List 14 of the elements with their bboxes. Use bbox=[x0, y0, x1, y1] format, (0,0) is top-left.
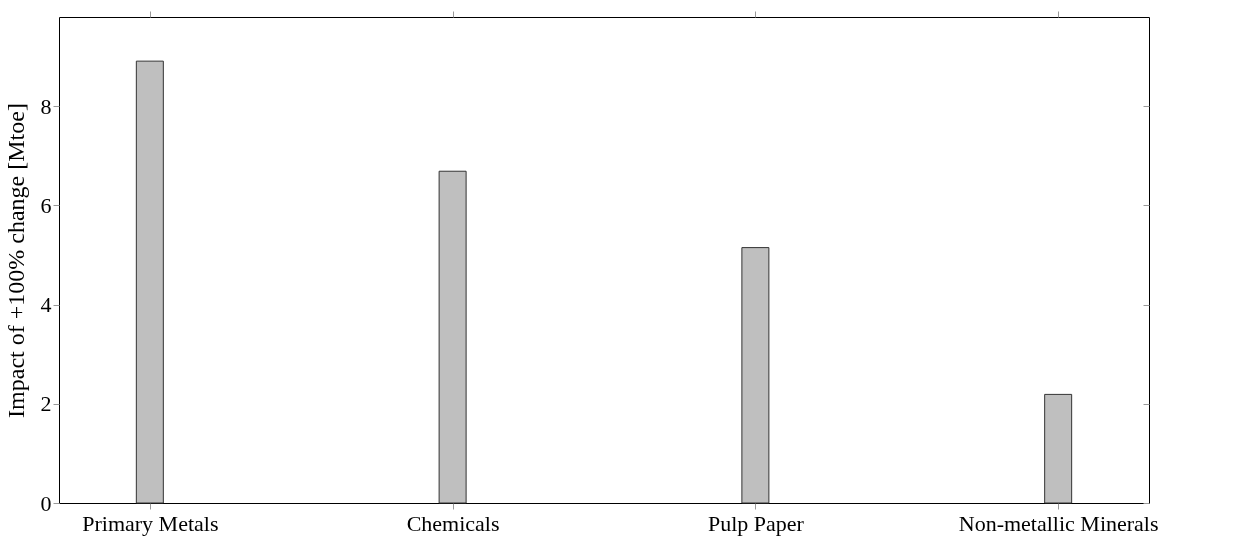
y-tick-label: 6 bbox=[40, 192, 52, 218]
x-tick-label: Primary Metals bbox=[82, 510, 219, 536]
x-tick-label: Chemicals bbox=[406, 510, 500, 536]
y-axis-title: Impact of +100% change [Mtoe] bbox=[2, 103, 29, 418]
y-tick-label: 2 bbox=[40, 391, 52, 417]
y-tick-label: 4 bbox=[40, 292, 52, 318]
x-tick-label: Non-metallic Minerals bbox=[958, 510, 1159, 536]
y-tick-label: 0 bbox=[40, 490, 52, 516]
x-tick-label: Pulp Paper bbox=[707, 510, 805, 536]
bar bbox=[135, 60, 164, 504]
bar bbox=[1044, 393, 1073, 504]
y-tick-label: 8 bbox=[40, 93, 52, 119]
bar bbox=[438, 170, 467, 504]
bar bbox=[741, 247, 770, 504]
